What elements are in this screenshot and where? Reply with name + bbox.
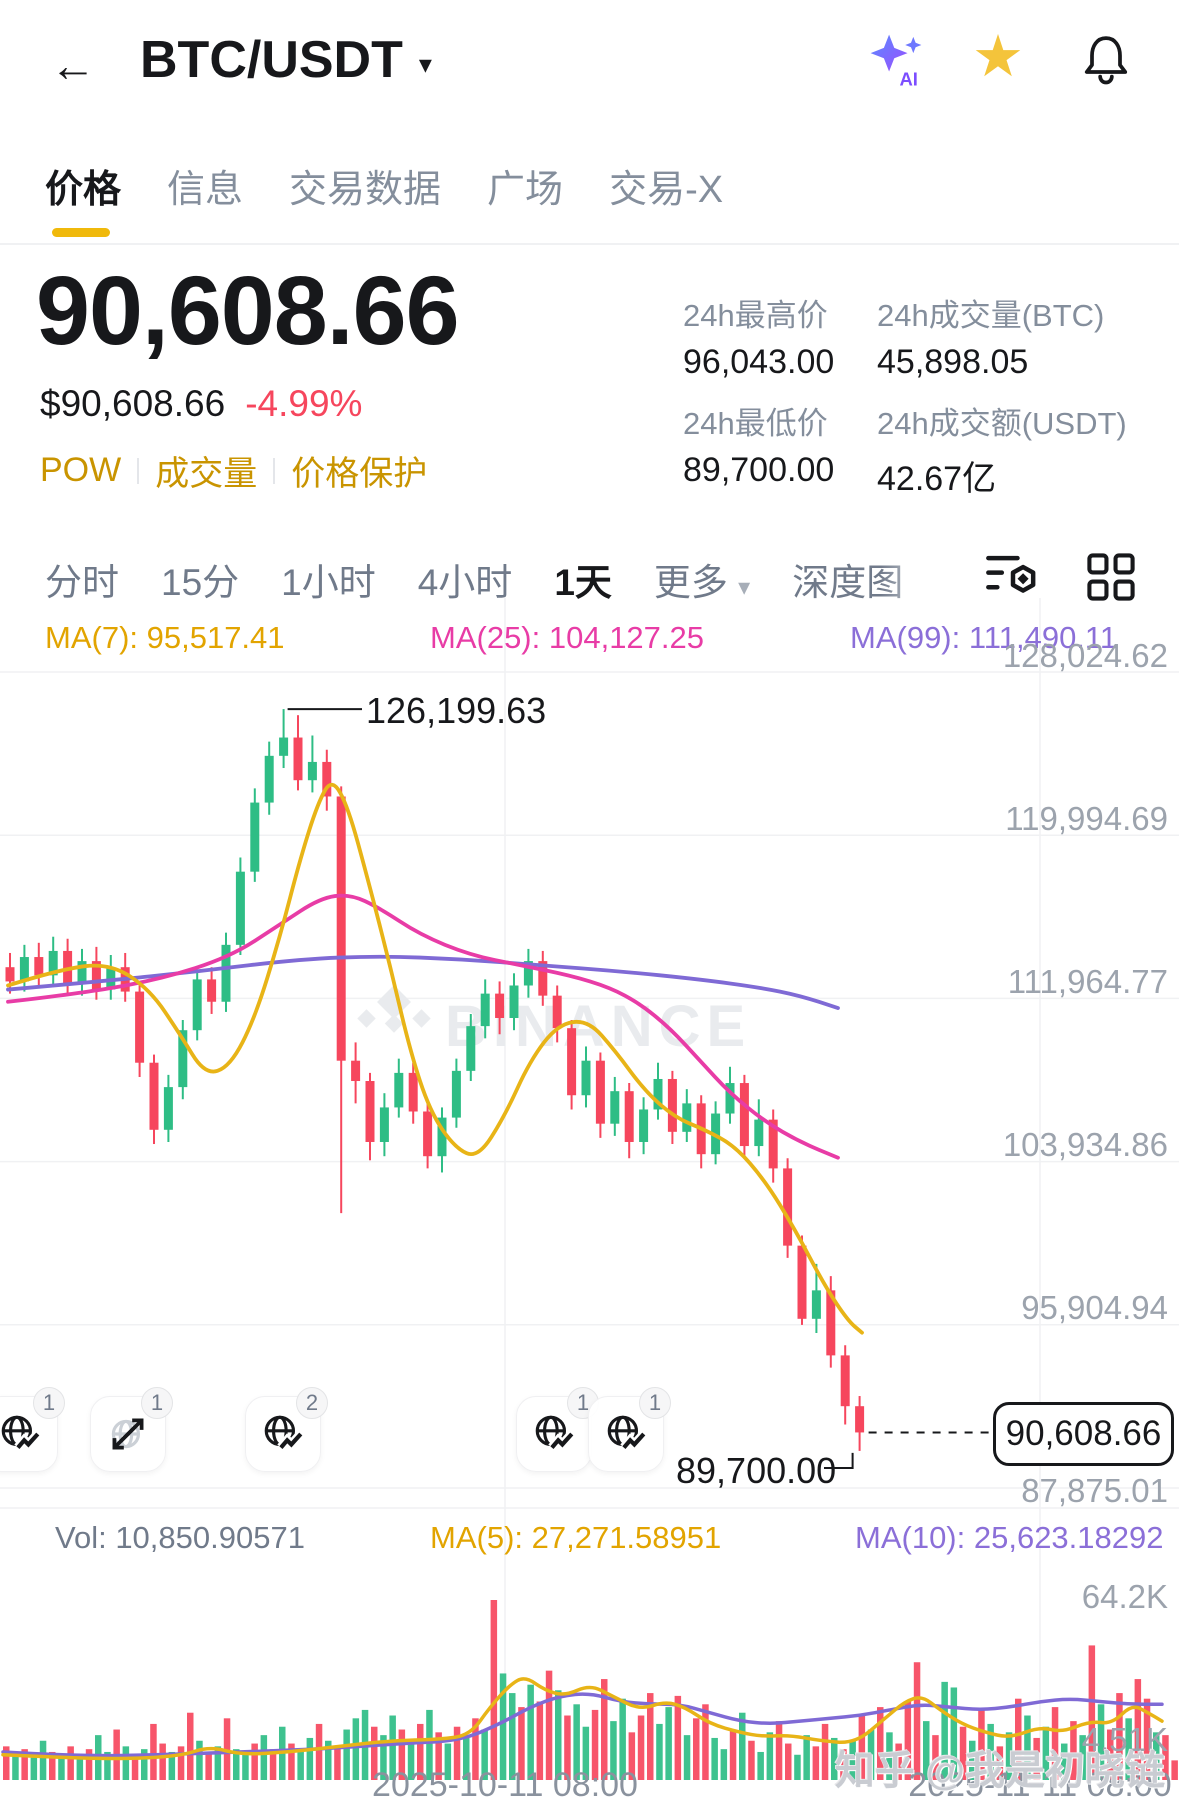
top-tab-bar: 价格 信息 交易数据 广场 交易-X: [45, 158, 723, 213]
timeframe-1h[interactable]: 1小时: [281, 562, 376, 603]
fiat-price: $90,608.66: [40, 383, 226, 424]
chevron-down-icon: ▾: [738, 574, 751, 601]
current-price-value: 90,608.66: [1005, 1414, 1162, 1453]
y-axis-label: 128,024.62: [1002, 637, 1168, 674]
vol-axis-label: 4.51K: [1081, 1721, 1168, 1758]
tag-price-protection[interactable]: 价格保护: [291, 455, 428, 493]
tag-pow[interactable]: POW: [40, 451, 122, 489]
indicator-settings-icon: [986, 555, 1036, 593]
stat-24h-low: 24h最低价 89,700.00: [683, 398, 834, 490]
pair-selector[interactable]: BTC/USDT ▾: [140, 30, 432, 90]
vol-axis-label: 64.2K: [1081, 1578, 1168, 1615]
x-axis-tick: 2025-11-11 08:00: [908, 1766, 1172, 1800]
trend-event-badge[interactable]: 1: [90, 1387, 173, 1472]
tag-separator: [273, 457, 276, 484]
ai-assistant-button[interactable]: AI: [866, 30, 926, 90]
ma25-legend: MA(25): 104,127.25: [430, 620, 705, 655]
stat-24h-turnover-usdt: 24h成交额(USDT) 42.67亿: [877, 398, 1127, 500]
timeframe-more[interactable]: 更多 ▾: [654, 552, 750, 606]
y-axis-label-last: 87,875.01: [1021, 1472, 1168, 1509]
news-event-badge[interactable]: 1: [516, 1387, 599, 1472]
y-axis-label: 103,934.86: [1002, 1126, 1168, 1163]
vol-ma5-legend: MA(5): 27,271.58951: [430, 1520, 722, 1555]
stat-value: 45,898.05: [877, 343, 1029, 381]
pair-title: BTC/USDT: [140, 31, 403, 89]
y-axis-label: 95,904.94: [1021, 1289, 1168, 1326]
header-divider: [0, 243, 1179, 245]
star-icon: ★: [972, 24, 1024, 89]
timeframe-4h[interactable]: 4小时: [417, 562, 513, 603]
globe-trend-icon: [1, 1415, 42, 1452]
last-price: 90,608.66: [36, 256, 460, 365]
stat-label: 24h最低价: [683, 406, 828, 441]
news-event-badge[interactable]: 2: [245, 1387, 328, 1472]
vol-ma10-legend: MA(10): 25,623.18292: [855, 1520, 1164, 1555]
news-event-badge[interactable]: 1: [588, 1387, 671, 1472]
back-button[interactable]: ←: [50, 38, 96, 92]
tab-info[interactable]: 信息: [167, 169, 244, 211]
stat-value: 96,043.00: [683, 343, 835, 381]
svg-text:AI: AI: [899, 68, 917, 89]
favorite-button[interactable]: ★: [972, 22, 1024, 90]
stat-24h-volume-btc: 24h成交量(BTC) 45,898.05: [877, 290, 1104, 382]
zhihu-watermark: 知乎 @我是初晓链: [834, 1749, 1165, 1793]
stat-label: 24h成交额(USDT): [877, 406, 1127, 441]
bell-icon: [1084, 36, 1128, 85]
back-arrow-icon: ←: [50, 39, 96, 91]
x-axis-tick: 2025-10-11 08:00: [372, 1766, 638, 1800]
stat-24h-high: 24h最高价 96,043.00: [683, 290, 834, 382]
globe-trend-icon: [535, 1415, 576, 1452]
globe-trend-icon: [607, 1415, 648, 1452]
grid-icon: [1087, 553, 1135, 601]
news-event-badge[interactable]: 1: [0, 1387, 65, 1472]
ma99-legend: MA(99): 111,490.11: [850, 620, 1118, 655]
tab-trading-data[interactable]: 交易数据: [289, 169, 442, 211]
event-count: 1: [141, 1387, 173, 1419]
tab-price[interactable]: 价格: [45, 169, 122, 211]
current-price-box: 90,608.66: [993, 1402, 1174, 1466]
event-count: 1: [33, 1387, 65, 1419]
event-count: 1: [639, 1387, 671, 1419]
timeframe-15m[interactable]: 15分: [161, 562, 240, 603]
high-price-label: 126,199.63: [366, 690, 547, 731]
toolbar-fade: [880, 548, 970, 600]
trend-arrows-icon: [111, 1418, 144, 1450]
tab-square[interactable]: 广场: [487, 169, 564, 211]
globe-trend-icon: [264, 1415, 305, 1452]
event-count: 2: [296, 1387, 328, 1419]
tag-volume[interactable]: 成交量: [155, 455, 258, 493]
ma7-legend: MA(7): 95,517.41: [45, 620, 285, 655]
low-price-label: 89,700.00: [676, 1450, 837, 1491]
y-axis-label: 119,994.69: [1005, 800, 1168, 837]
ai-sparkle-icon: AI: [870, 34, 922, 89]
stat-value: 42.67亿: [877, 460, 997, 498]
indicator-settings-button[interactable]: [985, 552, 1041, 605]
notifications-button[interactable]: [1078, 30, 1134, 91]
active-tab-indicator: [52, 228, 110, 237]
svg-text:BINANCE: BINANCE: [445, 994, 751, 1059]
change-percent: -4.99%: [245, 383, 363, 424]
tab-trade-x[interactable]: 交易-X: [609, 169, 724, 211]
stat-label: 24h成交量(BTC): [877, 298, 1105, 333]
stat-label: 24h最高价: [683, 298, 828, 333]
vol-legend: Vol: 10,850.90571: [55, 1520, 305, 1555]
timeframe-1d[interactable]: 1天: [554, 562, 612, 603]
timeframe-realtime[interactable]: 分时: [45, 562, 119, 603]
tag-separator: [137, 457, 140, 484]
chart-layout-button[interactable]: [1086, 552, 1136, 607]
stat-value: 89,700.00: [683, 451, 835, 489]
chevron-down-icon: ▾: [418, 48, 432, 79]
y-axis-label: 111,964.77: [1007, 963, 1168, 1000]
token-tag-row: POW 成交量 价格保护: [40, 446, 427, 495]
timeframe-bar: 分时 15分 1小时 4小时 1天 更多 ▾ 深度图: [45, 552, 903, 606]
more-label: 更多: [653, 562, 728, 603]
